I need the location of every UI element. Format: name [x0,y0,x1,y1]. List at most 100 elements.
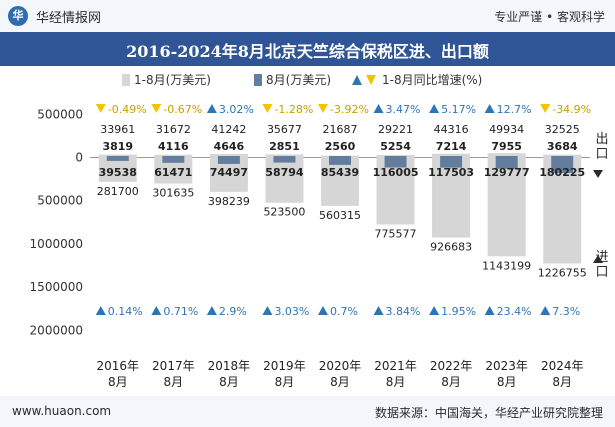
import-growth-up-icon [373,306,384,315]
legend-swatch-month [254,74,262,86]
export-month-value-label: 4116 [158,140,189,153]
footer-source: 数据来源：中国海关，华经产业研究院整理 [374,406,603,420]
export-growth-label: -0.49% [108,103,147,116]
x-category-label-month: 8月 [219,375,239,389]
export-month-value-label: 2851 [269,140,300,153]
import-growth-up-icon [484,306,495,315]
export-growth-up-icon [206,104,217,113]
legend-swatch-cumulative [122,74,130,86]
import-month-value-label: 180225 [539,166,585,179]
import-growth-up-icon [95,306,106,315]
import-growth-label: 2.9% [219,305,247,318]
import-cumulative-value-label: 560315 [319,209,361,222]
x-category-label-year: 2020年 [319,359,362,373]
import-cumulative-value-label: 398239 [208,195,250,208]
export-growth-label: 5.17% [441,103,476,116]
x-category-label-year: 2022年 [430,359,473,373]
import-month-bar [273,157,296,163]
import-cumulative-bar [487,157,526,257]
import-month-value-label: 117503 [428,166,474,179]
export-month-bar [273,156,296,158]
export-cumulative-value-label: 31672 [156,123,191,136]
export-month-bar [384,156,407,158]
import-growth-label: 0.14% [108,305,143,318]
legend-label-growth: 1-8月同比增速(%) [382,73,482,87]
export-growth-label: -3.92% [330,103,369,116]
export-cumulative-value-label: 33961 [100,123,135,136]
export-cumulative-value-label: 35677 [267,123,302,136]
title-bar: 2016-2024年8月北京天竺综合保税区进、出口额 [0,32,615,66]
export-cumulative-value-label: 49934 [489,123,524,136]
import-cumulative-value-label: 1143199 [482,259,531,272]
import-growth-label: 0.7% [330,305,358,318]
import-month-value-label: 58794 [265,166,304,179]
tagline: 专业严谨 • 客观科学 [494,10,605,24]
chart-title: 2016-2024年8月北京天竺综合保税区进、出口额 [126,42,489,61]
export-month-value-label: 3819 [102,140,133,153]
x-category-label-month: 8月 [441,375,461,389]
export-growth-down-icon [262,104,273,113]
export-cumulative-value-label: 32525 [545,123,580,136]
export-growth-label: -0.67% [163,103,202,116]
import-cumulative-bar [543,157,582,264]
y-tick-label: 0 [75,151,83,165]
export-cumulative-bar [487,153,526,158]
import-growth-label: 1.95% [441,305,476,318]
legend-label-month: 8月(万美元) [266,73,331,87]
import-growth-up-icon [262,306,273,315]
export-month-bar [217,156,240,158]
import-growth-up-icon [151,306,162,315]
import-month-bar [329,157,351,165]
import-month-value-label: 116005 [373,166,419,179]
x-category-label-month: 8月 [108,375,128,389]
x-category-label-year: 2024年 [541,359,584,373]
export-growth-label: 3.47% [386,103,421,116]
import-cumulative-value-label: 775577 [375,228,417,241]
export-cumulative-bar [209,153,248,158]
import-cumulative-value-label: 281700 [97,185,139,198]
logo-text: 华经情报网 [36,11,102,26]
export-month-value-label: 2560 [325,140,356,153]
export-month-value-label: 7214 [436,140,467,153]
import-growth-label: 3.03% [274,305,309,318]
import-growth-label: 7.3% [552,305,580,318]
y-tick-label: 500000 [37,107,83,121]
import-month-bar [551,157,574,174]
export-month-bar [329,156,351,158]
footer-bar: www.huaon.com 数据来源：中国海关，华经产业研究院整理 [0,396,615,427]
export-cumulative-bar [432,153,471,158]
export-month-bar [440,156,463,158]
export-growth-up-icon [484,104,495,113]
x-category-label-year: 2016年 [97,359,140,373]
import-cumulative-bar [265,157,304,203]
export-side-arrow-icon [593,170,603,178]
export-cumulative-value-label: 41242 [211,123,246,136]
x-category-label-month: 8月 [164,375,184,389]
export-month-value-label: 7955 [491,140,522,153]
import-cumulative-value-label: 1226755 [538,266,587,279]
import-month-bar [162,157,185,163]
export-side-label: 出口 [595,132,609,162]
import-month-value-label: 39538 [99,166,137,179]
x-category-label-year: 2021年 [374,359,417,373]
export-growth-label: 3.02% [219,103,254,116]
export-growth-down-icon [95,104,106,113]
import-month-value-label: 61471 [154,166,192,179]
legend-up-triangle-icon [352,75,362,85]
x-category-label-month: 8月 [497,375,517,389]
import-cumulative-bar [321,157,359,206]
import-growth-up-icon [540,306,551,315]
export-growth-label: -34.9% [552,103,591,116]
import-cumulative-bar [376,157,415,225]
x-category-label-month: 8月 [275,375,295,389]
export-cumulative-value-label: 29221 [378,123,413,136]
export-growth-down-icon [151,104,162,113]
export-month-value-label: 3684 [547,140,578,153]
export-cumulative-value-label: 44316 [434,123,469,136]
y-tick-label: 1500000 [30,280,83,294]
export-month-value-label: 4646 [214,140,245,153]
export-growth-label: 12.7% [497,103,532,116]
export-growth-up-icon [429,104,440,113]
